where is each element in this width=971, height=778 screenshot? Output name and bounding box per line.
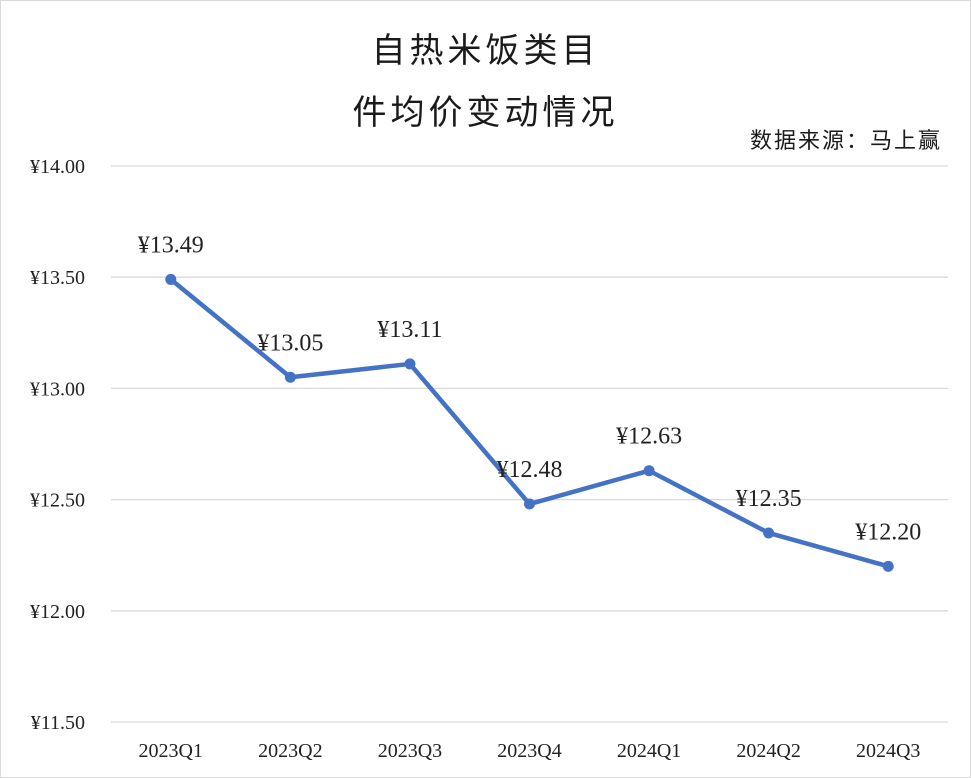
gridlines: [111, 165, 948, 723]
data-label: ¥13.05: [257, 330, 323, 356]
x-tick-label: 2023Q1: [139, 740, 203, 762]
y-tick-label: ¥12.50: [30, 490, 85, 512]
series-line: [168, 277, 891, 569]
data-label: ¥12.20: [855, 519, 921, 545]
x-tick-label: 2023Q3: [378, 740, 442, 762]
x-tick-label: 2024Q3: [856, 740, 920, 762]
chart-title-line-1: 自热米饭类目: [371, 31, 600, 71]
y-tick-label: ¥12.00: [30, 601, 85, 623]
data-point: [404, 358, 416, 370]
data-point: [763, 527, 775, 539]
data-labels: ¥13.49 ¥13.05 ¥13.11 ¥12.48 ¥12.63 ¥12.35 ¥12.…: [138, 232, 921, 545]
data-label: ¥13.49: [138, 232, 204, 258]
y-tick-label: ¥14.00: [30, 156, 85, 178]
data-point: [284, 371, 296, 383]
x-tick-label: 2023Q4: [497, 740, 561, 762]
chart-title-line-2: 件均价变动情况: [352, 93, 619, 133]
x-tick-label: 2023Q2: [258, 740, 322, 762]
data-point: [882, 560, 894, 572]
data-source-note: 数据来源：马上赢: [749, 129, 942, 154]
x-tick-label: 2024Q2: [736, 740, 800, 762]
data-label: ¥13.11: [377, 317, 442, 343]
data-label: ¥12.48: [497, 457, 563, 483]
data-point: [165, 273, 177, 285]
x-tick-label: 2024Q1: [617, 740, 681, 762]
data-point: [643, 465, 655, 477]
x-axis-tick-labels: 2023Q1 2023Q2 2023Q3 2023Q4 2024Q1 2024Q2 2024…: [139, 740, 921, 762]
data-label: ¥12.35: [736, 486, 802, 512]
y-tick-label: ¥13.00: [30, 378, 85, 400]
data-point: [524, 498, 535, 510]
series-line-group: [168, 277, 891, 569]
y-tick-label: ¥13.50: [30, 267, 85, 289]
data-points: [165, 273, 894, 572]
data-label: ¥12.63: [616, 424, 682, 450]
y-tick-label: ¥11.50: [31, 712, 85, 734]
y-axis-tick-labels: ¥14.00 ¥13.50 ¥13.00 ¥12.50 ¥12.00 ¥11.50: [30, 156, 85, 734]
